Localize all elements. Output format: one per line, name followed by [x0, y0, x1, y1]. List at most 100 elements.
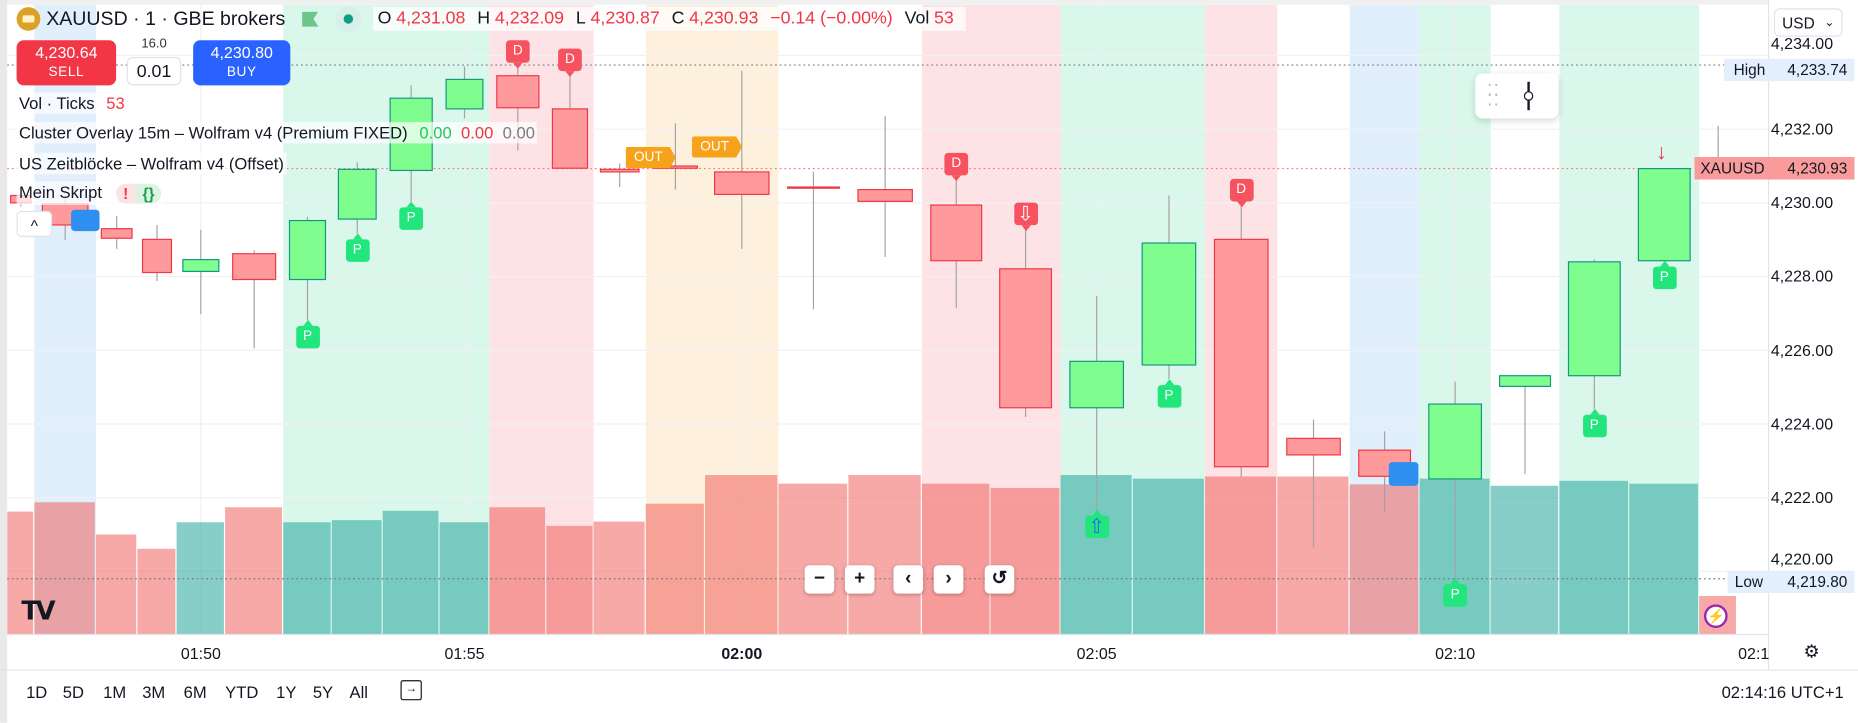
time-tick-label: 02:10: [1435, 644, 1476, 663]
range-button-1m[interactable]: 1M: [103, 682, 127, 702]
settings-gear-icon[interactable]: ⚙: [1803, 642, 1820, 663]
volume-bar: [439, 522, 489, 634]
d-signal-marker: D: [1229, 179, 1254, 208]
close-label: C: [671, 8, 685, 29]
d-signal-marker: D: [558, 48, 582, 78]
ohlc-values: O 4,231.08 H 4,232.09 L 4,230.87 C 4,230.93 …: [372, 7, 966, 31]
lightning-icon[interactable]: ⚡: [1703, 604, 1728, 629]
left-border: [0, 0, 8, 723]
price-tick-label: 4,224.00: [1770, 415, 1834, 433]
indicator-name: Cluster Overlay 15m – Wolfram v4 (Premiu…: [18, 123, 408, 143]
date-range-calendar-icon[interactable]: →: [400, 680, 422, 701]
legend-us-zeitbloecke[interactable]: US Zeitblöcke – Wolfram v4 (Offset): [16, 152, 287, 175]
volume-bar: [990, 487, 1060, 634]
market-open-icon: [335, 5, 362, 32]
volume-bar: [1132, 478, 1204, 634]
sell-label: SELL: [48, 65, 85, 80]
time-tick-label: 01:50: [180, 644, 221, 663]
volume-bar: [283, 522, 331, 634]
legend-mein-skript[interactable]: Mein Skript ! {}: [16, 181, 164, 205]
volume-bar: [1205, 476, 1277, 634]
range-button-all[interactable]: All: [349, 682, 369, 702]
scroll-right-button[interactable]: ›: [933, 565, 964, 594]
reset-chart-button[interactable]: ↺: [984, 565, 1015, 594]
p-signal-marker: P: [295, 320, 320, 349]
range-button-5d[interactable]: 5D: [62, 682, 85, 702]
price-tick-label: 4,234.00: [1770, 34, 1834, 53]
candle-body: [1141, 242, 1197, 366]
symbol-header: XAUUSD · 1 · GBE brokers O 4,231.08 H 4,23…: [16, 5, 966, 32]
source-code-icon[interactable]: {}: [135, 183, 162, 204]
range-button-3m[interactable]: 3M: [142, 682, 166, 702]
candle-body: [1637, 167, 1691, 262]
candle-body: [1213, 238, 1269, 468]
candle-body: [100, 228, 133, 239]
volume-bar: [225, 507, 283, 634]
indicator-name: Mein Skript: [18, 182, 102, 202]
candle-body: [288, 219, 327, 281]
volume-bar: [1559, 480, 1629, 634]
price-tick-label: 4,228.00: [1770, 267, 1834, 286]
range-button-ytd[interactable]: YTD: [225, 682, 259, 702]
candle-body: [714, 171, 770, 195]
price-tick-label: 4,220.00: [1770, 550, 1834, 569]
time-tick-label: 02:1: [1738, 644, 1770, 663]
sell-arrow-icon: ↓: [1655, 140, 1667, 164]
time-tick-label: 02:00: [721, 644, 763, 663]
p-signal-marker: P: [1157, 378, 1181, 408]
legend-cluster-overlay[interactable]: Cluster Overlay 15m – Wolfram v4 (Premiu…: [16, 122, 538, 144]
volume-bar: [1490, 485, 1559, 634]
flag-icon[interactable]: [301, 11, 319, 27]
buy-button[interactable]: 4,230.80 BUY: [193, 40, 291, 86]
chart-canvas[interactable]: [7, 4, 1768, 634]
sell-price: 4,230.64: [35, 43, 98, 62]
script-status-pill[interactable]: ! {}: [116, 183, 162, 204]
candle-body: [787, 186, 840, 189]
volume-bar: [593, 521, 645, 634]
candle-body: [182, 259, 220, 273]
zoom-out-button[interactable]: −: [804, 565, 835, 594]
range-button-5y[interactable]: 5Y: [312, 682, 334, 702]
out-exit-label: OUT: [625, 146, 676, 169]
change-value: −0.14 (−0.00%): [770, 8, 893, 29]
clock-timezone[interactable]: 02:14:16 UTC+1: [1721, 682, 1844, 702]
error-icon[interactable]: !: [116, 183, 136, 204]
candle-body: [1567, 261, 1621, 377]
tradingview-logo[interactable]: 𝗧𝗩: [21, 596, 55, 626]
drag-handle-icon[interactable]: ⁚⁚ ⁚⁚: [1487, 80, 1501, 110]
time-axis[interactable]: 01:50 01:55 02:00 02:05 02:10 02:1: [7, 633, 1770, 671]
price-axis[interactable]: 4,234.00 4,232.00 4,230.00 4,228.00 4,226.00…: [1767, 0, 1858, 670]
legend-vol-ticks[interactable]: Vol · Ticks 53: [16, 92, 128, 114]
candle-body: [1069, 360, 1125, 409]
chart-pane[interactable]: D D D D ⇩ P P P P P P P ⇧ ↓ OUT OUT: [7, 4, 1768, 634]
range-button-6m[interactable]: 6M: [183, 682, 207, 702]
candle-body: [141, 238, 173, 274]
range-button-1y[interactable]: 1Y: [276, 682, 297, 702]
candle-body: [999, 268, 1053, 409]
sell-button[interactable]: 4,230.64 SELL: [16, 40, 117, 86]
volume-bar: [7, 511, 34, 634]
scroll-left-button[interactable]: ‹: [893, 565, 924, 594]
currency-value: USD: [1782, 14, 1815, 32]
high-label: High: [1733, 60, 1766, 79]
candle-body: [445, 78, 484, 110]
volume-bar: [921, 483, 990, 634]
volume-bar: [137, 548, 176, 634]
quantity-input[interactable]: 0.01: [126, 56, 182, 86]
collapse-legend-button[interactable]: ^: [16, 210, 53, 237]
high-value: 4,233.74: [1787, 60, 1848, 79]
low-label: Low: [1734, 573, 1764, 592]
zoom-in-button[interactable]: +: [844, 565, 875, 594]
top-border: [0, 0, 1858, 5]
candle-body: [496, 75, 540, 109]
candle-body: [551, 108, 589, 169]
indicator-value: 0.00: [461, 123, 494, 143]
floating-drawing-toolbar[interactable]: ⁚⁚ ⁚⁚: [1475, 73, 1559, 119]
high-price-tag: High 4,233.74: [1724, 58, 1855, 82]
volume-value: 53: [934, 8, 954, 29]
symbol-title[interactable]: XAUUSD · 1 · GBE brokers: [46, 7, 286, 30]
candle-body: [1428, 403, 1483, 480]
range-button-1d[interactable]: 1D: [26, 682, 48, 702]
currency-select[interactable]: USD ⌄: [1773, 8, 1843, 37]
